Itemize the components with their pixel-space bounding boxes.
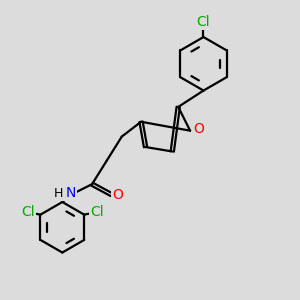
Text: O: O (112, 188, 123, 202)
Text: H: H (54, 187, 63, 200)
Text: Cl: Cl (197, 15, 210, 29)
Text: N: N (65, 186, 76, 200)
Text: Cl: Cl (90, 205, 104, 219)
Text: Cl: Cl (21, 205, 35, 219)
Text: O: O (193, 122, 204, 136)
